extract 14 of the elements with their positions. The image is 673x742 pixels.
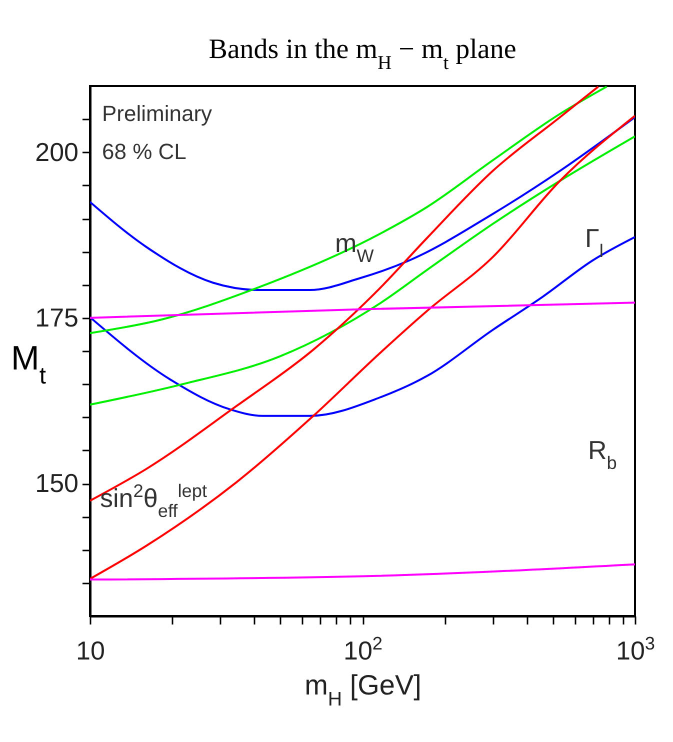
annotation: m$_{W}$ [335,228,375,266]
x-axis-title: m$_{H}$ [GeV] [304,670,422,710]
annotation: R$_{b}$ [588,435,617,473]
x-tick-label: 10 [76,636,105,666]
y-tick-label: 200 [35,136,78,167]
y-tick-label: 175 [35,302,78,332]
annotation: Γ$_{l}$ [585,223,604,261]
annotation: Preliminary [102,101,212,126]
annotation: 68 % CL [102,139,186,164]
x-tick-label: 10$^{2}$ [343,634,383,666]
x-tick-label: 10$^{3}$ [616,634,656,666]
y-axis-title: M$_{t}$ [11,340,46,389]
y-tick-label: 150 [35,468,78,498]
chart-title: Bands in the m$_{H}$ − m$_{t}$ plane [208,34,516,74]
